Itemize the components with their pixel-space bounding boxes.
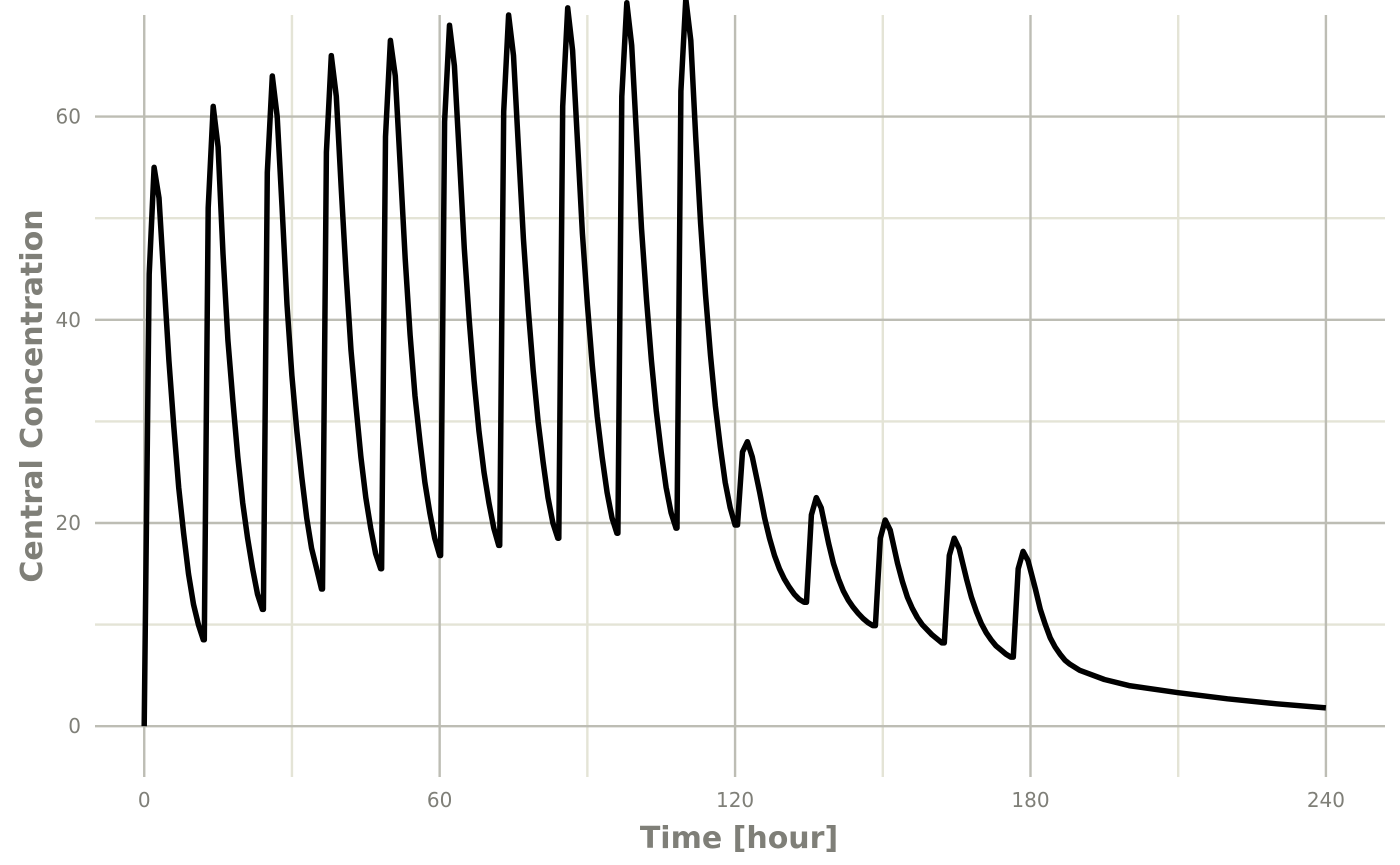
y-tick-label: 0: [68, 714, 81, 738]
x-axis-title: Time [hour]: [640, 821, 838, 856]
x-tick-label: 120: [716, 788, 754, 812]
x-tick-label: 0: [138, 788, 151, 812]
x-tick-label: 60: [427, 788, 452, 812]
y-axis-title: Central Concentration: [15, 209, 50, 582]
y-tick-label: 20: [56, 511, 81, 535]
grid-lines: [95, 15, 1385, 777]
x-tick-label: 240: [1307, 788, 1345, 812]
y-tick-label: 40: [56, 308, 81, 332]
central-concentration-line: [141, 0, 1327, 727]
tick-labels: 0 60 120 180 240 0 20 40 60: [56, 105, 1345, 812]
x-tick-label: 180: [1011, 788, 1049, 812]
y-tick-label: 60: [56, 105, 81, 129]
